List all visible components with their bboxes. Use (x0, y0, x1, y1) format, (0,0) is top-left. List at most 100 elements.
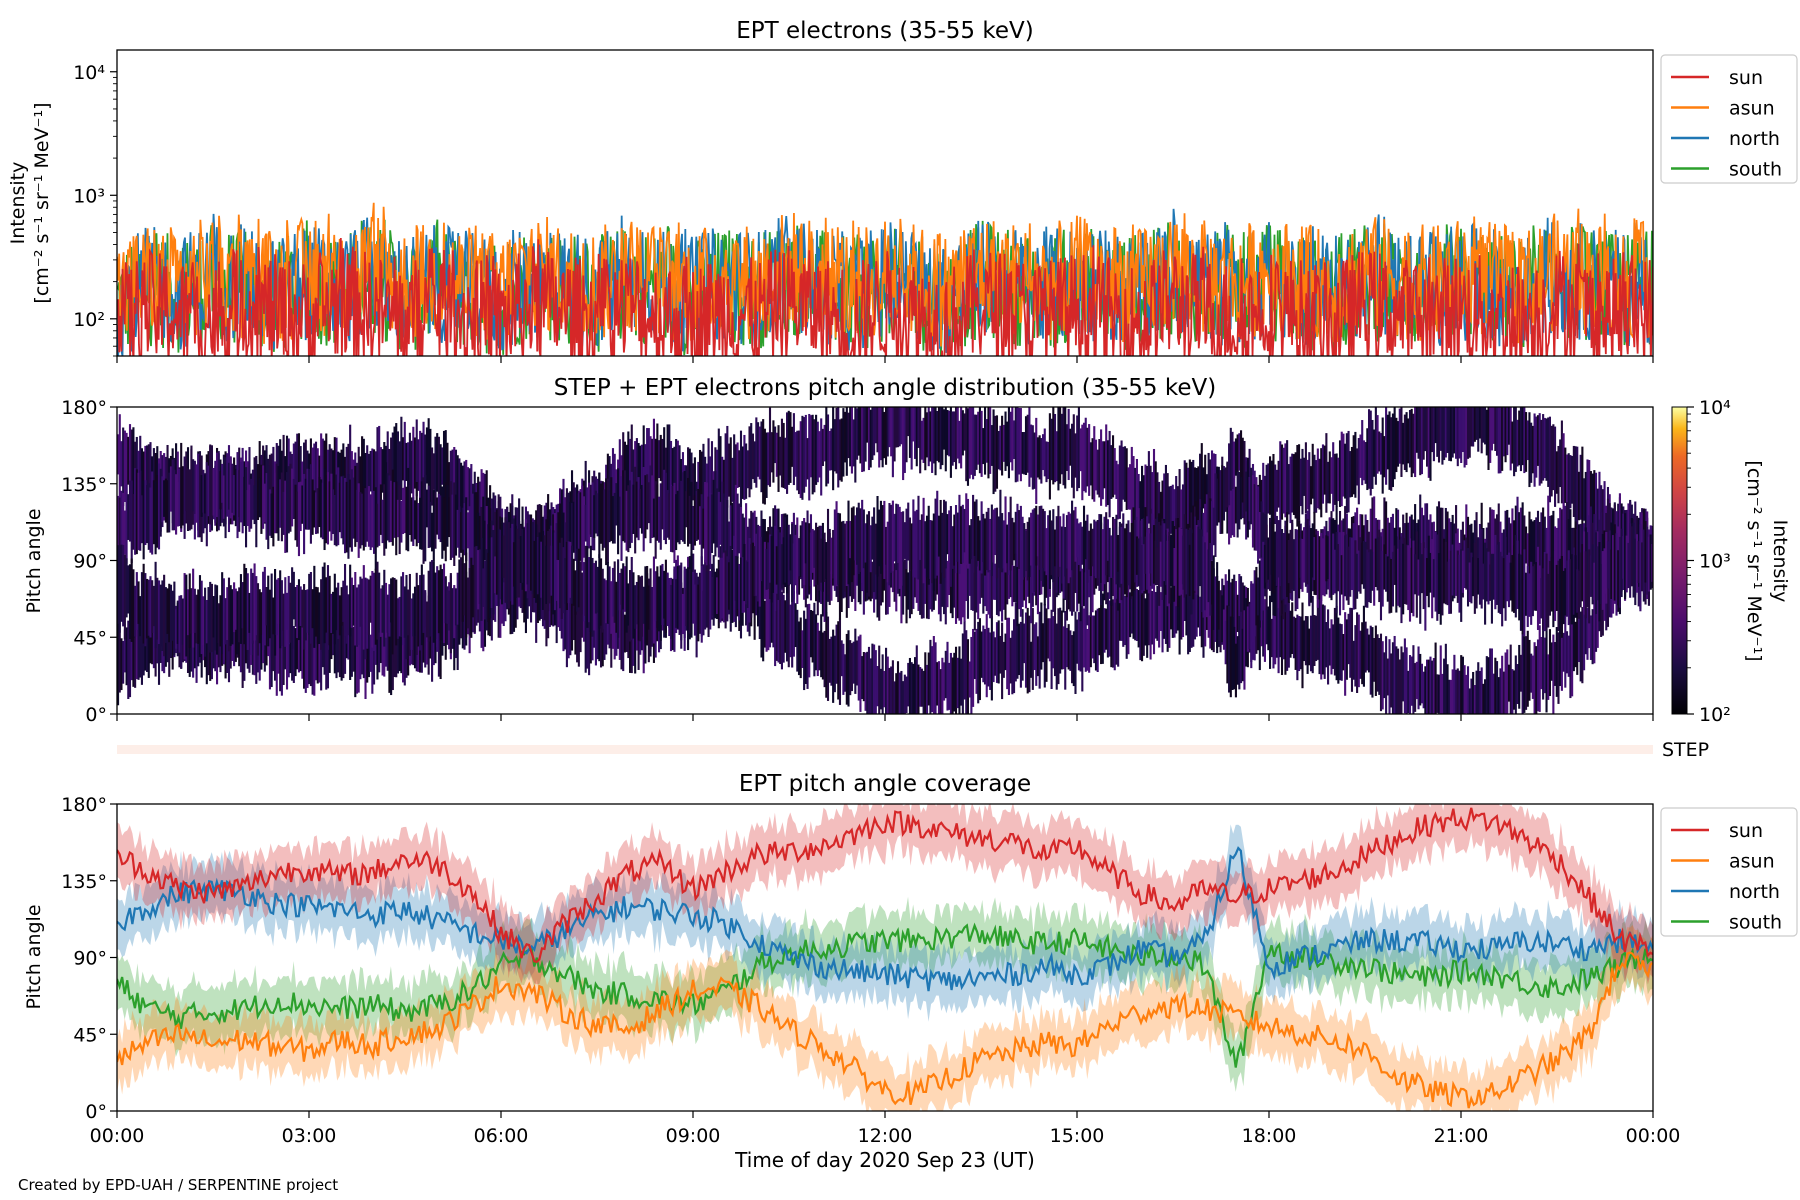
heatmap-cell (937, 536, 941, 615)
heatmap-cell (1364, 541, 1367, 608)
heatmap-cell (1560, 509, 1563, 578)
heatmap-cell (1284, 443, 1287, 518)
heatmap-cell (873, 644, 876, 714)
heatmap-cell (1572, 612, 1575, 672)
heatmap-cell (122, 640, 125, 684)
heatmap-cell (1004, 496, 1007, 573)
heatmap-cell (1521, 407, 1524, 466)
heatmap-cell (601, 481, 604, 551)
heatmap-cell (902, 681, 905, 714)
heatmap-cell (1096, 608, 1099, 673)
heatmap-cell (1531, 566, 1534, 617)
heatmap-cell (1086, 514, 1089, 583)
heatmap-cell (282, 593, 285, 631)
heatmap-cell (1361, 622, 1364, 685)
heatmap-cell (972, 407, 975, 480)
heatmap-cell (1006, 421, 1009, 467)
heatmap-cell (1424, 548, 1427, 631)
heatmap-cell (202, 469, 205, 513)
heatmap-cell (838, 419, 842, 481)
heatmap-cell (1489, 407, 1492, 463)
heatmap-cell (1053, 529, 1057, 567)
heatmap-cell (1526, 420, 1529, 461)
heatmap-cell (1043, 428, 1046, 477)
heatmap-cell (1576, 609, 1579, 675)
heatmap-cell (396, 499, 399, 538)
heatmap-cell (722, 493, 725, 553)
heatmap-cell (338, 595, 341, 636)
heatmap-cell (1103, 441, 1106, 489)
heatmap-cell (816, 421, 819, 483)
heatmap-cell (661, 438, 664, 488)
heatmap-cell (396, 431, 399, 504)
heatmap-cell (767, 432, 770, 486)
heatmap-cell (1260, 609, 1263, 647)
heatmap-cell (1152, 448, 1156, 532)
heatmap-cell (651, 475, 654, 538)
heatmap-cell (222, 475, 225, 519)
heatmap-cell (1407, 522, 1410, 561)
heatmap-cell (1340, 555, 1343, 595)
heatmap-cell (1347, 546, 1350, 605)
heatmap-cell (140, 572, 143, 640)
heatmap-cell (837, 407, 840, 488)
heatmap-cell (400, 618, 403, 674)
heatmap-cell (1274, 464, 1277, 524)
heatmap-cell (1540, 636, 1543, 690)
heatmap-cell (412, 593, 415, 637)
heatmap-cell (362, 438, 365, 500)
heatmap-cell (456, 455, 459, 520)
heatmap-cell (1321, 538, 1325, 596)
heatmap-cell (854, 515, 857, 561)
heatmap-cell (823, 424, 826, 462)
colorbar-label-line2: [cm⁻² s⁻¹ sr⁻¹ MeV⁻¹] (1743, 460, 1765, 661)
heatmap-cell (1600, 512, 1603, 586)
heatmap-cell (466, 577, 469, 629)
heatmap-cell (400, 416, 403, 501)
heatmap-cell (999, 425, 1002, 471)
heatmap-cell (1274, 588, 1277, 665)
heatmap-cell (1475, 670, 1478, 714)
heatmap-cell (420, 564, 423, 646)
heatmap-cell (465, 552, 468, 638)
heatmap-cell (524, 519, 527, 592)
heatmap-cell (1485, 409, 1488, 456)
y-tick-label-0: 10² (73, 309, 105, 331)
heatmap-cell (1446, 407, 1449, 453)
heatmap-cell (958, 646, 961, 714)
heatmap-cell (1502, 558, 1505, 609)
heatmap-cell (569, 570, 572, 656)
heatmap-cell (328, 618, 331, 673)
heatmap-cell (197, 625, 200, 667)
heatmap-cell (738, 450, 741, 488)
heatmap-cell (390, 437, 393, 509)
heatmap-cell (1267, 463, 1270, 514)
heatmap-cell (376, 561, 379, 640)
heatmap-cell (168, 472, 171, 533)
heatmap-cell (813, 530, 816, 568)
heatmap-cell (1013, 522, 1016, 561)
heatmap-cell (413, 616, 417, 669)
heatmap-cell (697, 488, 700, 540)
heatmap-cell (1533, 413, 1536, 487)
heatmap-cell (1344, 443, 1347, 499)
heatmap-cell (577, 493, 580, 550)
heatmap-cell (876, 666, 879, 707)
heatmap-cell (1219, 590, 1222, 630)
heatmap-cell (1222, 469, 1226, 521)
heatmap-cell (323, 562, 326, 644)
heatmap-cell (1356, 507, 1359, 573)
heatmap-cell (982, 428, 985, 465)
legend-label-south: south (1729, 159, 1782, 181)
heatmap-cell (939, 407, 942, 470)
heatmap-cell (267, 465, 270, 550)
heatmap-cell (977, 621, 980, 704)
heatmap-cell (209, 444, 212, 525)
heatmap-cell (1424, 503, 1427, 573)
heatmap-cell (1576, 446, 1579, 532)
heatmap-cell (622, 563, 625, 610)
heatmap-cell (765, 432, 768, 498)
heatmap-cell (212, 596, 215, 638)
heatmap-cell (277, 620, 280, 674)
heatmap-cell (523, 527, 526, 587)
